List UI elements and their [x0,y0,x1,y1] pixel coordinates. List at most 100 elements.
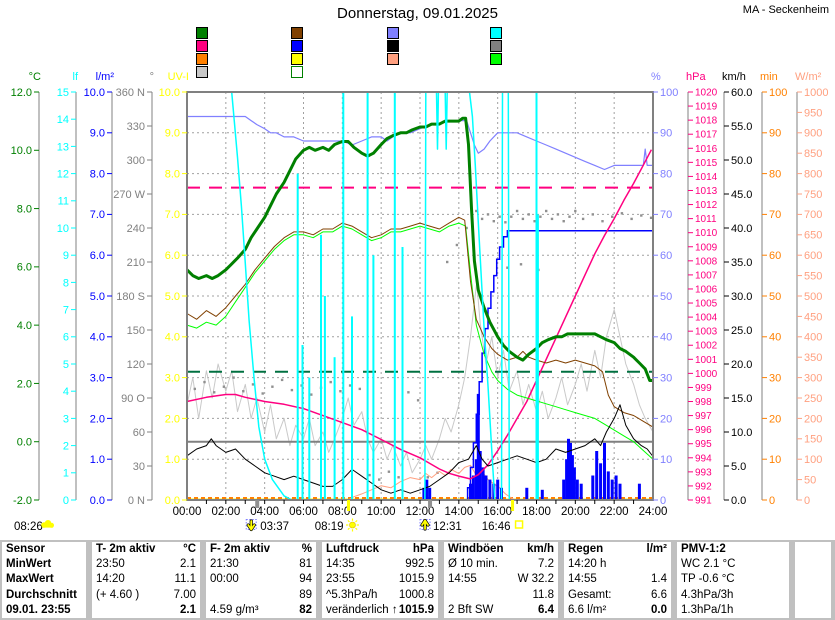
svg-text:1004: 1004 [695,313,718,324]
table-empty-col [795,542,831,618]
svg-text:1.0: 1.0 [165,454,180,466]
axis-uvi: UV-I 10.0 9.0 8.0 7.0 6.0 5.0 4.0 3.0 2.0 1.0 0.0 [159,71,189,507]
svg-text:1002: 1002 [695,341,718,352]
svg-text:998: 998 [695,397,712,408]
axis-unit: °C [29,71,41,83]
svg-text:992: 992 [695,481,712,492]
svg-text:50.0: 50.0 [731,155,752,167]
legend-item [387,53,404,66]
axis-unit: ° [150,71,154,83]
legend-swatch [387,40,399,52]
svg-text:250: 250 [804,393,822,405]
sun-square-icon [514,520,524,529]
svg-text:850: 850 [804,148,822,160]
table-row: 23:55 1015.9 [326,573,434,586]
svg-text:1013: 1013 [695,186,718,197]
table-row: 6.6 l/m² 0.0 [568,603,667,616]
table-row-label: MinWert [6,558,52,571]
table-header: T- 2m aktiv °C [96,543,196,555]
sunset-time: 16:46 [482,521,511,533]
svg-text:1000: 1000 [695,369,718,380]
svg-text:4: 4 [63,386,69,398]
svg-text:7: 7 [63,305,69,317]
svg-text:60: 60 [660,250,672,262]
svg-text:200: 200 [804,413,822,425]
svg-text:0.0: 0.0 [165,495,180,507]
table-col-0: T- 2m aktiv °C 23:50 2.1 14:20 11.1 (+ 4.60 ) 7… [92,542,200,618]
svg-text:20: 20 [769,413,781,425]
table-row: 14:20 h [568,558,607,571]
svg-text:0.0: 0.0 [90,495,105,507]
svg-text:995: 995 [695,439,712,450]
svg-text:8.0: 8.0 [90,169,105,181]
legend-item [387,27,404,40]
svg-text:70: 70 [660,209,672,221]
svg-text:5.0: 5.0 [90,291,105,303]
svg-text:11: 11 [58,196,69,208]
moon-down-icon [245,519,257,532]
time-tick-label: 04:00 [250,506,279,518]
svg-text:8.0: 8.0 [165,169,180,181]
axis-unit: hPa [686,71,706,83]
svg-text:1017: 1017 [695,130,718,141]
legend-item [387,40,404,53]
axis-wm2: W/m²100095090085080075070065060055050045… [795,71,828,507]
svg-text:0.0: 0.0 [17,437,32,449]
legend-swatch [490,53,502,65]
table-header: Luftdruck hPa [326,543,434,555]
svg-text:996: 996 [695,425,712,436]
axis-lm2: l/m² 10.0 9.0 8.0 7.0 6.0 5.0 4.0 3.0 2.0 1.0 0.0 [84,71,115,507]
svg-text:40: 40 [660,332,672,344]
svg-text:4.0: 4.0 [17,320,32,332]
svg-text:180 S: 180 S [116,291,145,303]
svg-text:3.0: 3.0 [90,372,105,384]
axis-hPa: hPa 1020 1019 1018 1017 1016 1015 1014 1013 1012 1… [686,71,718,507]
legend-swatch [490,40,502,52]
table-col-2: Luftdruck hPa 14:35 992.5 23:55 1015.9 ^5.3hPa… [322,542,438,618]
svg-text:30: 30 [133,461,145,473]
table-row: 89 [299,588,312,601]
svg-text:3.0: 3.0 [165,372,180,384]
series-t2m [185,116,653,382]
svg-text:30.0: 30.0 [731,291,752,303]
svg-text:1010: 1010 [695,228,718,239]
table-row-label: 09.01. 23:55 [6,603,71,616]
svg-text:50: 50 [769,291,781,303]
table-row: 00:00 94 [210,573,312,586]
svg-text:60: 60 [769,250,781,262]
svg-text:60.0: 60.0 [731,87,752,99]
svg-text:270 W: 270 W [113,189,145,201]
table-row: Ø 10 min. 7.2 [448,558,554,571]
svg-text:1019: 1019 [695,102,718,113]
svg-text:50: 50 [804,474,816,486]
svg-text:5.0: 5.0 [731,461,746,473]
table-row: TP -0.6 °C [681,573,735,586]
svg-text:900: 900 [804,128,822,140]
time-tick-label: 02:00 [211,506,240,518]
time-tick-label: 14:00 [444,506,473,518]
svg-text:8: 8 [63,277,69,289]
svg-text:993: 993 [695,467,712,478]
legend-item [196,27,213,40]
svg-text:100: 100 [660,87,678,99]
svg-text:1008: 1008 [695,256,718,267]
axis-unit: min [760,71,778,83]
table-row: WC 2.1 °C [681,558,736,571]
svg-text:210: 210 [127,257,145,269]
svg-text:0.0: 0.0 [731,495,746,507]
series-rain-cum [187,229,653,501]
axis-unit: UV-I [168,71,189,83]
table-header: PMV-1:2 [681,543,726,555]
page-title: Donnerstag, 09.01.2025 [337,5,498,22]
legend-swatch [196,66,208,78]
svg-text:10: 10 [660,454,672,466]
svg-text:330: 330 [127,121,145,133]
svg-text:5.0: 5.0 [165,291,180,303]
time-tick-label: 08:00 [328,506,357,518]
time-tick-label: 16:00 [483,506,512,518]
time-tick-label: 22:00 [600,506,629,518]
svg-text:6.0: 6.0 [17,262,32,274]
